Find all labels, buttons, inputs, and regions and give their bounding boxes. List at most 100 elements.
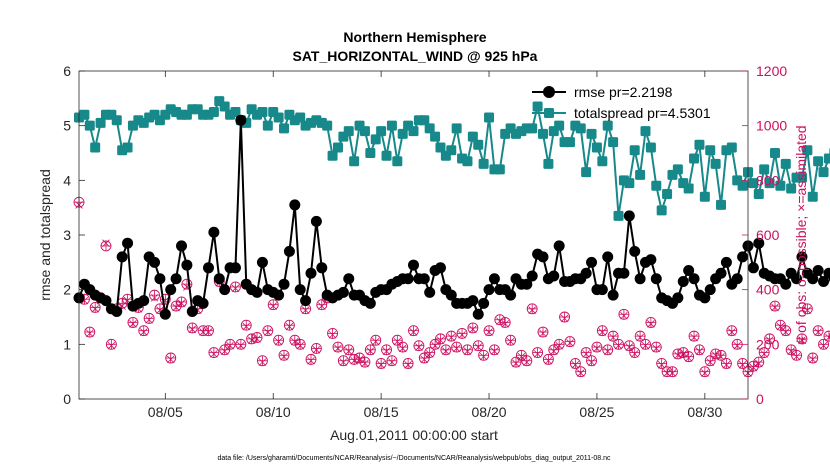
totalspread-point [365,148,375,158]
possible-obs-marker [241,320,251,330]
totalspread-point [781,159,791,169]
possible-obs-marker [684,352,694,362]
possible-obs-marker [614,339,624,349]
totalspread-point [689,153,699,163]
totalspread-point [614,211,624,221]
possible-obs-marker [441,345,451,355]
totalspread-point [657,205,667,215]
rmse-point [305,268,316,279]
rmse-point [435,262,446,273]
y-axis-label-right: # of obs: o=possible; ×=assimilated [793,125,809,344]
possible-obs-marker [90,302,100,312]
possible-obs-marker [150,290,160,300]
totalspread-point [257,107,267,117]
totalspread-point [462,156,472,166]
rmse-point [586,257,597,268]
rmse-point [537,251,548,262]
possible-obs-marker [344,345,354,355]
possible-obs-marker [452,342,462,352]
totalspread-point [608,137,618,147]
y-tick-label-left: 3 [63,227,71,243]
totalspread-point [694,140,704,150]
totalspread-point [533,102,543,112]
totalspread-point [651,181,661,191]
rmse-point [138,295,149,306]
y-axis-label-left: rmse and totalspread [37,169,53,301]
rmse-point [597,284,608,295]
rmse-point [408,260,419,271]
rmse-point [737,251,748,262]
rmse-point [203,262,214,273]
rmse-point [273,290,284,301]
x-tick-label: 08/20 [472,404,507,420]
totalspread-point [684,184,694,194]
possible-obs-marker [338,356,348,366]
possible-obs-marker [597,326,607,336]
possible-obs-marker [328,328,338,338]
totalspread-point [587,129,597,139]
rmse-point [122,238,133,249]
x-tick-label: 08/05 [148,404,183,420]
possible-obs-marker [813,326,823,336]
rmse-point [581,268,592,279]
rmse-point [289,199,300,210]
possible-obs-marker [387,356,397,366]
totalspread-point [662,189,672,199]
possible-obs-marker [263,326,273,336]
y-tick-label-left: 0 [63,391,71,407]
rmse-point [171,273,182,284]
possible-obs-marker [543,354,553,364]
possible-obs-marker [295,339,305,349]
y-tick-label-right: 1000 [756,118,787,134]
possible-obs-marker [516,350,526,360]
possible-obs-marker [306,354,316,364]
possible-obs-marker [700,367,710,377]
rmse-point [365,298,376,309]
possible-obs-marker [603,345,613,355]
rmse-point [467,295,478,306]
totalspread-point [592,143,602,153]
rmse-point [316,262,327,273]
totalspread-point [263,121,273,131]
possible-obs-marker [489,345,499,355]
possible-obs-marker [274,335,284,345]
rmse-point [284,246,295,257]
rmse-point [624,210,635,221]
totalspread-point [700,192,710,202]
possible-obs-marker [252,333,262,343]
y-tick-label-left: 6 [63,63,71,79]
possible-obs-marker [462,345,472,355]
totalspread-point [738,181,748,191]
possible-obs-marker [409,326,419,336]
legend-spread-label: totalspread pr=4.5301 [574,105,711,121]
totalspread-point [123,143,133,153]
rmse-point [635,273,646,284]
y-tick-label-left: 4 [63,172,71,188]
possible-obs-marker [187,323,197,333]
rmse-point [705,284,716,295]
totalspread-point [479,159,489,169]
totalspread-point [473,140,483,150]
totalspread-point [484,112,494,122]
y-tick-label-right: 800 [756,172,780,188]
rmse-point [505,290,516,301]
rmse-point [149,257,160,268]
possible-obs-marker [144,313,154,323]
totalspread-point [754,189,764,199]
totalspread-point [274,112,284,122]
rmse-point [780,279,791,290]
possible-obs-marker [382,345,392,355]
y-tick-label-left: 1 [63,336,71,352]
possible-obs-marker [225,339,235,349]
rmse-point [678,276,689,287]
totalspread-point [770,148,780,158]
possible-obs-marker [392,335,402,345]
rmse-point [473,309,484,320]
possible-obs-marker [721,358,731,368]
totalspread-point [279,123,289,133]
chart: Northern Hemisphere SAT_HORIZONTAL_WIND … [0,0,830,470]
possible-obs-marker [533,348,543,358]
rmse-point [672,292,683,303]
totalspread-point [209,107,219,117]
possible-obs-marker [419,353,429,363]
